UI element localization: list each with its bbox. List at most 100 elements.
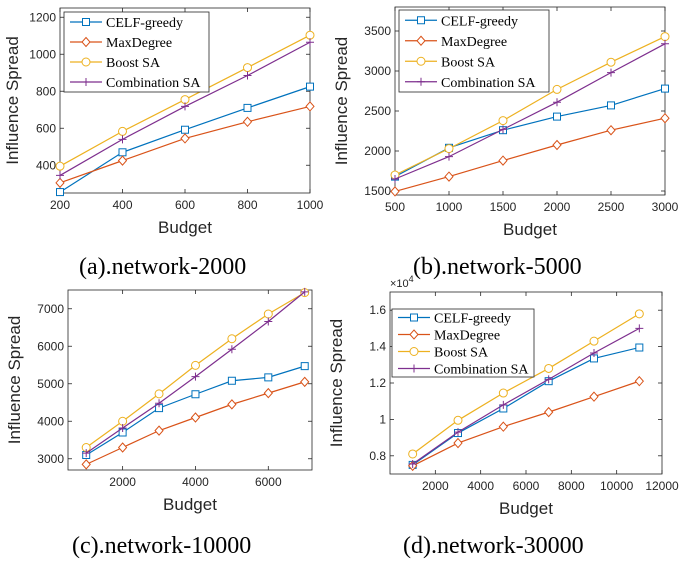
y-tick-label: 1.4: [369, 340, 386, 354]
legend-label: Boost SA: [434, 346, 489, 361]
data-point: [305, 30, 315, 40]
y-axis-label: Influence Spread: [327, 319, 346, 448]
data-point: [661, 39, 669, 48]
data-point: [55, 161, 65, 171]
x-tick-label: 600: [175, 198, 195, 212]
y-axis-label: Influence Spread: [332, 37, 351, 166]
legend-label: CELF-greedy: [434, 312, 511, 327]
y-tick-label: 1200: [29, 10, 56, 24]
data-point: [552, 84, 562, 94]
data-point: [118, 126, 127, 136]
data-point: [118, 148, 127, 157]
legend: CELF-greedy MaxDegree Boost SA Combination …: [391, 308, 535, 378]
series-line: [394, 36, 666, 176]
x-tick-label: 2000: [544, 200, 571, 214]
y-tick-label: 7000: [37, 302, 64, 316]
series-line: [412, 327, 640, 465]
data-point: [82, 449, 91, 458]
x-tick-label: 4000: [182, 475, 209, 489]
data-point: [635, 324, 644, 333]
x-tick-label: 4000: [467, 479, 494, 493]
series-combination-sa: [82, 287, 309, 458]
data-point: [498, 421, 509, 432]
legend-marker: [416, 35, 426, 47]
x-tick-label: 1000: [297, 198, 324, 212]
data-point: [408, 459, 417, 468]
series-line: [394, 43, 666, 180]
series-maxdegree: [407, 375, 645, 472]
legend-marker: [81, 36, 91, 48]
data-point: [117, 442, 128, 453]
x-tick-label: 3000: [652, 200, 679, 214]
data-point: [264, 317, 273, 326]
data-point: [453, 437, 463, 449]
x-tick-label: 200: [50, 198, 70, 212]
data-point: [552, 139, 562, 151]
series-boost-sa: [81, 288, 310, 452]
y-tick-label: 6000: [37, 339, 64, 353]
data-point: [553, 112, 561, 121]
legend-label: MaxDegree: [434, 329, 500, 344]
data-point: [243, 103, 252, 112]
x-axis-label: Budget: [163, 495, 217, 514]
data-point: [553, 98, 561, 107]
data-point: [56, 188, 64, 197]
x-axis-label: Budget: [503, 220, 557, 239]
series-boost-sa: [408, 309, 644, 459]
y-tick-label: 1.6: [369, 303, 386, 317]
data-point: [444, 144, 454, 154]
data-point: [118, 424, 127, 432]
data-point: [154, 389, 164, 399]
legend-marker: [410, 364, 418, 373]
y-tick-label: 5000: [37, 377, 64, 391]
legend-label: CELF-greedy: [106, 16, 183, 31]
data-point: [300, 376, 310, 388]
x-axis-label: Budget: [158, 218, 212, 237]
data-point: [660, 112, 670, 124]
y-tick-label: 4000: [37, 414, 64, 428]
data-point: [444, 171, 454, 182]
x-tick-label: 12000: [645, 479, 679, 493]
x-tick-label: 2000: [422, 479, 449, 493]
data-point: [606, 57, 616, 67]
legend-label: Combination SA: [434, 363, 529, 378]
data-point: [191, 372, 200, 381]
caption-c: (c).network-10000: [72, 533, 252, 559]
data-point: [264, 373, 273, 382]
data-point: [543, 406, 554, 418]
series-combination-sa: [408, 324, 644, 468]
data-point: [660, 32, 670, 42]
legend-marker: [409, 329, 419, 340]
data-point: [227, 399, 237, 410]
caption-a: (a).network-2000: [79, 254, 247, 280]
y-tick-label: 400: [36, 158, 56, 172]
legend: CELF-greedy MaxDegree Boost SA Combination …: [63, 11, 210, 93]
data-point: [227, 376, 236, 385]
data-point: [408, 449, 418, 459]
data-point: [499, 125, 507, 134]
y-tick-label: 1: [379, 412, 386, 426]
y-axis-label: Influence Spread: [5, 316, 24, 445]
legend-marker: [81, 57, 91, 67]
data-point: [300, 287, 309, 296]
series-line: [412, 346, 640, 466]
legend-marker: [409, 347, 419, 356]
series-line: [394, 117, 666, 192]
legend-label: CELF-greedy: [441, 14, 518, 29]
data-point: [390, 186, 400, 197]
data-point: [191, 390, 200, 399]
legend-marker: [417, 16, 425, 25]
data-point: [227, 345, 236, 354]
data-point: [453, 415, 463, 425]
x-tick-label: 6000: [513, 479, 540, 493]
legend-label: Combination SA: [441, 76, 536, 91]
data-point: [180, 95, 190, 105]
data-point: [606, 124, 616, 136]
y-tick-label: 1.2: [369, 376, 386, 390]
data-point: [544, 363, 554, 373]
data-point: [118, 135, 127, 144]
data-point: [445, 152, 453, 161]
legend-marker: [416, 56, 426, 66]
x-tick-label: 2000: [109, 475, 136, 489]
